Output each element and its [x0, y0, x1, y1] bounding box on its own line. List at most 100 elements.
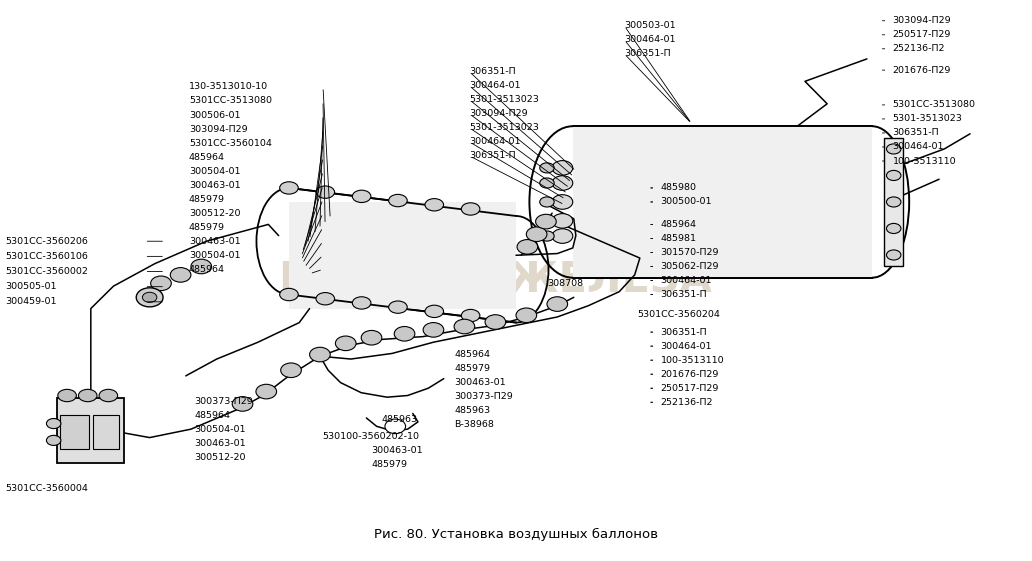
Text: 303094-П29: 303094-П29: [470, 109, 528, 118]
Text: 300463-01: 300463-01: [189, 237, 240, 246]
Text: 308708: 308708: [547, 279, 583, 288]
Ellipse shape: [335, 336, 356, 351]
Text: 485980: 485980: [660, 183, 697, 192]
Text: 5301СС-3560004: 5301СС-3560004: [5, 484, 88, 493]
Ellipse shape: [310, 347, 330, 362]
Text: 5301СС-3560104: 5301СС-3560104: [189, 139, 271, 148]
Text: В-38968: В-38968: [454, 420, 494, 429]
Ellipse shape: [170, 268, 191, 282]
Text: 250517-П29: 250517-П29: [660, 384, 719, 393]
Text: 306351-П: 306351-П: [660, 328, 707, 337]
Text: 5301СС-3513080: 5301СС-3513080: [893, 100, 975, 109]
Text: 201676-П29: 201676-П29: [893, 66, 952, 75]
Ellipse shape: [142, 292, 157, 302]
Ellipse shape: [552, 229, 573, 243]
Text: 306351-П: 306351-П: [624, 49, 671, 58]
Text: 303094-П29: 303094-П29: [893, 16, 952, 25]
Text: 306351-П: 306351-П: [660, 290, 707, 299]
Ellipse shape: [316, 186, 334, 198]
Text: 485979: 485979: [372, 460, 408, 469]
Text: 306351-П: 306351-П: [470, 151, 516, 160]
Text: 305062-П29: 305062-П29: [660, 262, 719, 271]
Ellipse shape: [552, 176, 573, 190]
Text: 252136-П2: 252136-П2: [660, 398, 713, 407]
Ellipse shape: [540, 216, 554, 226]
Ellipse shape: [886, 197, 901, 207]
Ellipse shape: [886, 223, 901, 233]
Ellipse shape: [536, 214, 556, 229]
Ellipse shape: [46, 419, 61, 429]
Ellipse shape: [385, 419, 406, 434]
Ellipse shape: [540, 163, 554, 173]
Text: 485979: 485979: [189, 195, 225, 204]
Text: 300463-01: 300463-01: [372, 446, 423, 455]
Text: 485963: 485963: [454, 406, 490, 415]
Ellipse shape: [352, 297, 370, 309]
Text: 485964: 485964: [454, 350, 490, 359]
Ellipse shape: [316, 292, 334, 305]
Text: 306351-П: 306351-П: [893, 128, 939, 137]
Text: 300464-01: 300464-01: [470, 137, 521, 146]
Ellipse shape: [461, 203, 480, 215]
Text: 485963: 485963: [382, 415, 418, 424]
Text: 300504-01: 300504-01: [189, 167, 240, 176]
Text: 5301СС-3560002: 5301СС-3560002: [5, 267, 88, 276]
Text: 485981: 485981: [660, 234, 697, 243]
Ellipse shape: [454, 319, 475, 334]
Ellipse shape: [425, 199, 444, 211]
Ellipse shape: [552, 195, 573, 209]
Text: 300464-01: 300464-01: [624, 35, 676, 44]
Text: ПЛАНЕТОЖЕЛЕЗА: ПЛАНЕТОЖЕЛЕЗА: [279, 260, 712, 301]
Text: 300373-П29: 300373-П29: [454, 392, 513, 401]
Text: 300503-01: 300503-01: [624, 21, 676, 30]
Text: 5301СС-3560206: 5301СС-3560206: [5, 237, 88, 246]
Text: 300500-01: 300500-01: [660, 197, 712, 206]
Text: Рис. 80. Установка воздушных баллонов: Рис. 80. Установка воздушных баллонов: [374, 527, 658, 541]
Text: 303094-П29: 303094-П29: [189, 125, 248, 134]
Text: 300373-П29: 300373-П29: [194, 397, 253, 406]
Text: 300463-01: 300463-01: [189, 181, 240, 190]
Ellipse shape: [280, 288, 298, 301]
Ellipse shape: [352, 190, 370, 203]
Text: 5301СС-3513080: 5301СС-3513080: [189, 96, 271, 105]
Ellipse shape: [281, 363, 301, 378]
Text: 300504-01: 300504-01: [189, 251, 240, 260]
Text: 300504-01: 300504-01: [194, 425, 246, 434]
Text: 300459-01: 300459-01: [5, 297, 57, 306]
Ellipse shape: [256, 384, 277, 399]
Text: 300463-01: 300463-01: [194, 439, 246, 448]
Ellipse shape: [58, 389, 76, 402]
Text: 300463-01: 300463-01: [454, 378, 506, 387]
Ellipse shape: [78, 389, 97, 402]
Bar: [60, 415, 89, 449]
Ellipse shape: [552, 214, 573, 228]
Text: 485964: 485964: [189, 265, 225, 274]
Text: 306351-П: 306351-П: [470, 67, 516, 76]
Bar: [884, 137, 903, 266]
Bar: [57, 398, 124, 463]
Text: 5301СС-3560106: 5301СС-3560106: [5, 252, 88, 261]
Text: 300512-20: 300512-20: [189, 209, 240, 218]
Ellipse shape: [886, 144, 901, 154]
Text: 5301-3513023: 5301-3513023: [470, 95, 540, 104]
Ellipse shape: [540, 178, 554, 188]
Ellipse shape: [99, 389, 118, 402]
Text: 5301-3513023: 5301-3513023: [470, 123, 540, 132]
Ellipse shape: [46, 435, 61, 445]
Bar: [289, 202, 516, 309]
Ellipse shape: [361, 330, 382, 345]
Text: 300505-01: 300505-01: [5, 282, 57, 291]
Ellipse shape: [886, 250, 901, 260]
Text: 485964: 485964: [189, 153, 225, 162]
Ellipse shape: [191, 259, 212, 274]
Ellipse shape: [136, 288, 163, 307]
Ellipse shape: [485, 315, 506, 329]
Text: 252136-П2: 252136-П2: [893, 44, 945, 53]
Ellipse shape: [526, 227, 547, 241]
Text: 485964: 485964: [194, 411, 230, 420]
Text: 5301СС-3560204: 5301СС-3560204: [638, 310, 720, 319]
Text: 100-3513110: 100-3513110: [660, 356, 724, 365]
Ellipse shape: [517, 240, 538, 254]
Ellipse shape: [540, 231, 554, 241]
Text: 5301-3513023: 5301-3513023: [893, 114, 963, 123]
